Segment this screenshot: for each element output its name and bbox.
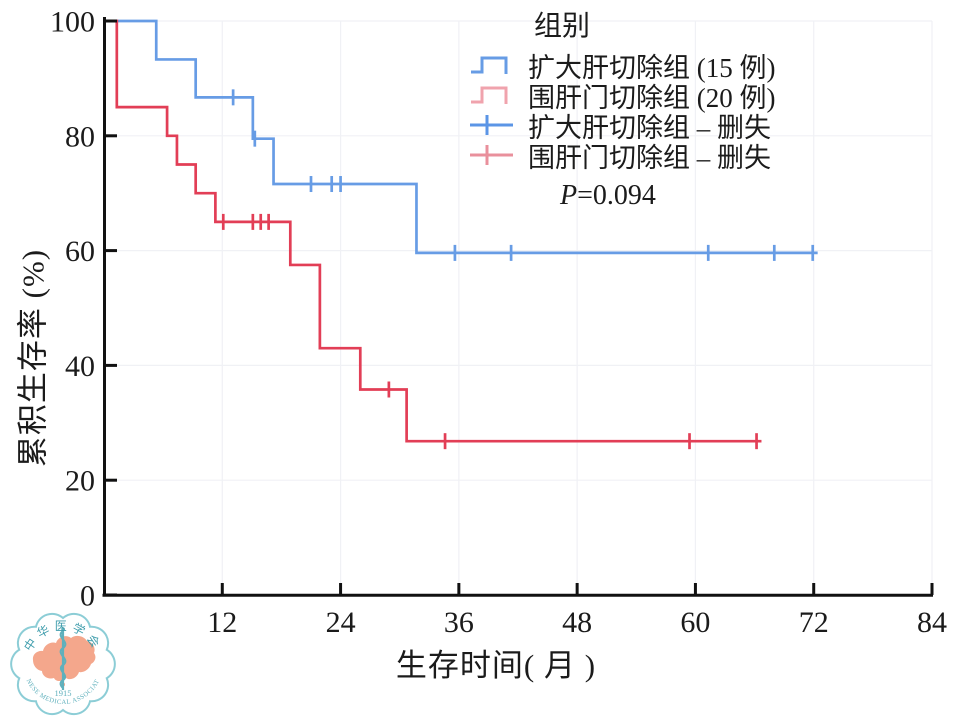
- legend: 组别 扩大肝切除组 (15 例) 围肝门切除组 (20 例) 扩大肝切除组 – …: [470, 4, 775, 173]
- x-tick-label: 72: [799, 606, 829, 639]
- logo-year: 1915: [55, 688, 72, 698]
- step-curve-icon: [471, 56, 508, 74]
- y-tick-label: 80: [65, 120, 95, 153]
- chinese-medical-association-logo: 1915 中华医学会 CHINESE MEDICAL ASSOCIATION: [6, 612, 116, 716]
- x-tick-label: 60: [680, 606, 710, 639]
- survival-curve-1: [104, 19, 762, 443]
- y-tick-label: 0: [80, 580, 95, 613]
- p-symbol: P: [560, 180, 578, 211]
- y-tick-label: 20: [65, 465, 95, 498]
- x-axis-title: 生存时间( 月 ): [395, 648, 597, 683]
- x-tick-label: 48: [562, 606, 592, 639]
- censor-plus-icon: [470, 145, 513, 165]
- y-tick-label: 100: [50, 6, 95, 39]
- legend-title: 组别: [534, 11, 591, 42]
- x-tick-label: 12: [207, 606, 237, 639]
- legend-item-extended-censored: 扩大肝切除组 – 删失: [470, 110, 775, 143]
- asclepius-snake-icon: [59, 630, 67, 689]
- legend-item-hilar-group: 围肝门切除组 (20 例): [470, 80, 775, 113]
- survival-curve-0: [104, 19, 818, 255]
- step-curve-icon: [471, 86, 508, 104]
- y-tick-label: 60: [65, 235, 95, 268]
- y-tick-label: 40: [65, 350, 95, 383]
- legend-label-hilar-censored: 围肝门切除组 – 删失: [528, 142, 771, 173]
- legend-label-extended-censored: 扩大肝切除组 – 删失: [528, 112, 771, 143]
- x-tick-label: 84: [917, 606, 947, 639]
- p-value-annotation: P=0.094: [560, 180, 656, 212]
- censor-plus-icon: [470, 115, 513, 135]
- legend-label-hilar-group: 围肝门切除组 (20 例): [528, 82, 776, 113]
- x-tick-label: 36: [444, 606, 474, 639]
- staff-knob: [61, 627, 65, 631]
- p-number: =0.094: [577, 180, 656, 211]
- x-tick-label: 24: [326, 606, 356, 639]
- y-axis-title: 累积生存率 (%): [15, 248, 51, 468]
- legend-label-extended-group: 扩大肝切除组 (15 例): [528, 52, 776, 83]
- legend-item-extended-group: 扩大肝切除组 (15 例): [470, 50, 775, 83]
- legend-item-hilar-censored: 围肝门切除组 – 删失: [470, 140, 775, 173]
